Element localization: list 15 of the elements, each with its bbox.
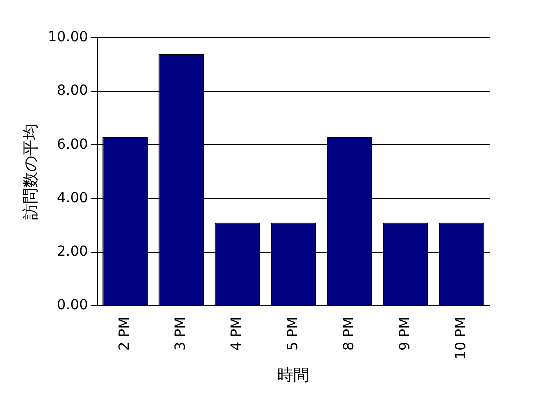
x-tick-label: 5 PM — [285, 317, 302, 351]
x-tick-label: 3 PM — [173, 317, 190, 351]
y-tick-label: 10.00 — [48, 30, 88, 46]
y-tick-label: 8.00 — [57, 83, 88, 100]
y-tick-label: 6.00 — [57, 136, 88, 153]
x-tick-label: 9 PM — [397, 317, 414, 351]
y-tick-label: 2.00 — [57, 244, 88, 260]
x-tick-label: 2 PM — [116, 317, 133, 351]
y-tick-label: 4.00 — [57, 190, 88, 206]
x-tick-label: 8 PM — [341, 317, 358, 351]
y-axis-title: 訪問数の平均 — [20, 124, 40, 220]
x-axis-title: 時間 — [278, 366, 310, 385]
x-tick-label: 10 PM — [454, 317, 470, 360]
x-tick-label: 4 PM — [229, 317, 246, 351]
y-tick-label: 0.00 — [57, 298, 88, 314]
